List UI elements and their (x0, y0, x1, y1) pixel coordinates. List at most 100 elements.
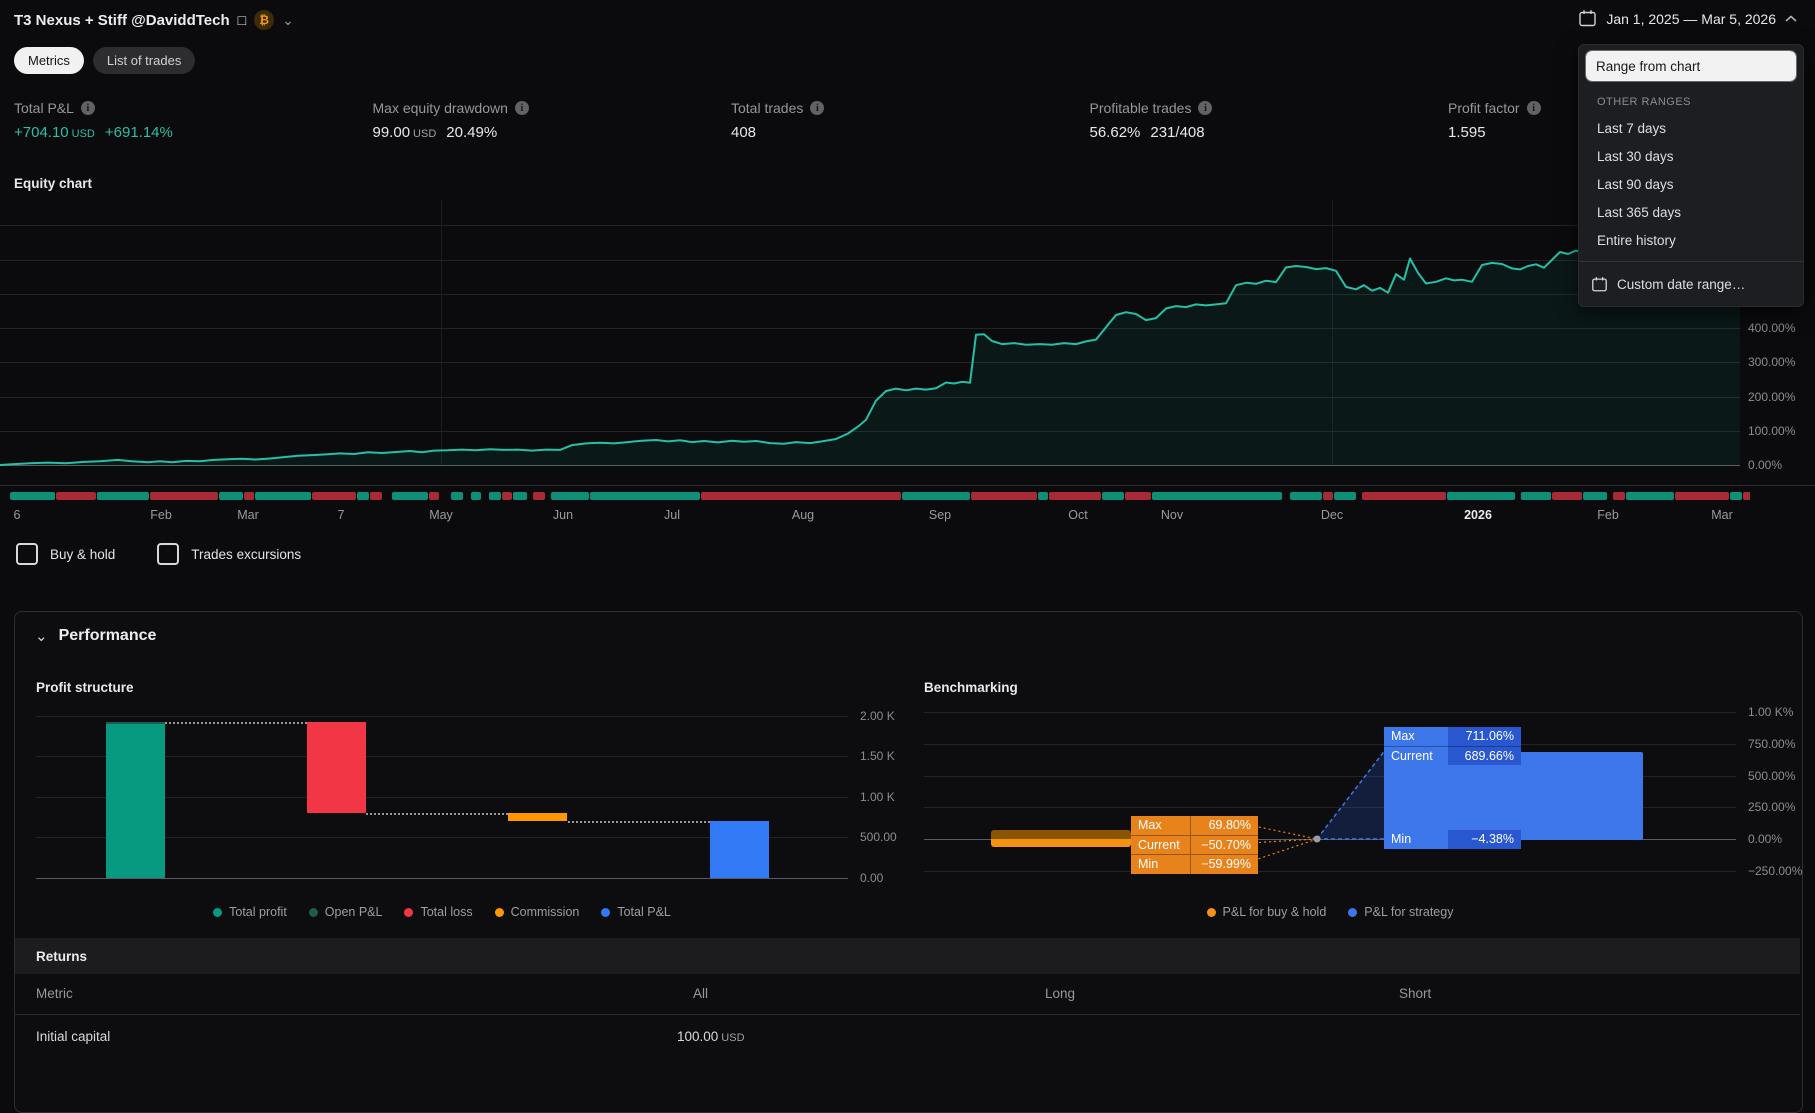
benchmarking-chart[interactable]: 1.00 K% 750.00% 500.00% 250.00% 0.00% −250.00… (924, 701, 1802, 893)
waterfall-bar-commission (508, 813, 567, 821)
metric-total-pnl: Total P&L i +704.10 USD +691.14% (14, 100, 373, 141)
menu-item-last-90-days[interactable]: Last 90 days (1597, 176, 1674, 192)
date-range-control[interactable]: Jan 1, 2025 — Mar 5, 2026 (1578, 9, 1797, 28)
legend-label: Commission (510, 905, 580, 919)
trades-excursions-checkbox[interactable]: Trades excursions (157, 543, 301, 565)
info-icon[interactable]: i (514, 101, 529, 115)
menu-item-last-7-days[interactable]: Last 7 days (1597, 120, 1667, 136)
date-range-menu: Range from chart OTHER RANGES Last 7 day… (1578, 44, 1804, 307)
buy-and-hold-checkbox[interactable]: Buy & hold (16, 543, 115, 565)
info-icon[interactable]: i (1198, 101, 1213, 115)
pnl-strip-segment (590, 492, 700, 500)
y-axis-label: 1.00 K (860, 789, 895, 804)
metric-label: Max equity drawdown (372, 100, 508, 116)
chart-divider (0, 485, 1815, 486)
tab-metrics[interactable]: Metrics (14, 47, 84, 74)
horizontal-gridline (36, 715, 848, 717)
pnl-strip-segment (219, 492, 243, 500)
legend-label: P&L for strategy (1364, 905, 1454, 919)
metric-max-drawdown: Max equity drawdown i 99.00 USD 20.49% (373, 100, 732, 141)
metric-value: 408 (731, 124, 757, 141)
menu-item-entire-history[interactable]: Entire history (1597, 232, 1676, 248)
pnl-strip-segment (1102, 492, 1124, 500)
time-axis[interactable]: 6 Feb Mar 7 May Jun Jul Aug Sep Oct Nov Dec 2026 Feb M… (0, 508, 1815, 526)
x-axis-label: May (429, 508, 453, 522)
pnl-strip-segment (502, 492, 512, 500)
pnl-strip-segment (546, 492, 550, 500)
equity-curve (0, 220, 1740, 466)
info-icon[interactable]: i (80, 101, 95, 115)
info-icon[interactable]: i (810, 101, 825, 115)
column-all: All (693, 986, 709, 1001)
info-icon[interactable]: i (1526, 101, 1541, 115)
menu-item-range-from-chart[interactable]: Range from chart (1585, 50, 1797, 82)
buy-hold-bar-positive (991, 830, 1131, 839)
metric-secondary-value: 231/408 (1150, 124, 1205, 141)
pnl-strip-segment (482, 492, 488, 500)
horizontal-gridline (0, 362, 1740, 364)
profit-structure-chart[interactable]: 0.00 500.00 1.00 K 1.50 K 2.00 K (36, 701, 936, 885)
chevron-down-icon[interactable]: ⌄ (282, 12, 294, 28)
stat-label: Max (1131, 816, 1190, 835)
legend-label: Open P&L (324, 905, 383, 919)
x-axis-label: Jun (552, 508, 574, 522)
y-axis-label: 500.00% (1748, 768, 1796, 783)
pnl-strip-segment (1608, 492, 1612, 500)
legend-dot (308, 907, 318, 917)
pnl-strip-segment (1290, 492, 1322, 500)
report-tabs: Metrics List of trades (14, 47, 196, 74)
strategy-bar (1384, 751, 1643, 840)
pnl-strip-segment (357, 492, 369, 500)
pnl-strip-segment (551, 492, 589, 500)
column-short: Short (1399, 986, 1432, 1001)
horizontal-gridline (0, 293, 1740, 295)
tab-list-of-trades[interactable]: List of trades (92, 47, 196, 74)
performance-header[interactable]: ⌄ Performance (35, 627, 156, 645)
pnl-strip-segment (1152, 492, 1282, 500)
pnl-strip-segment (392, 492, 428, 500)
legend-dot (404, 907, 414, 917)
pnl-period-strip[interactable] (10, 492, 1750, 500)
table-row-initial-capital[interactable]: Initial capital 100.00 USD (15, 1015, 1800, 1061)
horizontal-gridline (36, 878, 848, 879)
stat-row-current: Current −50.70% (1131, 834, 1258, 854)
stat-label: Min (1384, 830, 1448, 849)
strategy-stats-box: Max 711.06% Current 689.66% (1384, 727, 1521, 765)
horizontal-gridline (0, 225, 1740, 227)
strategy-min-box: Min −4.38% (1384, 830, 1521, 849)
menu-item-last-365-days[interactable]: Last 365 days (1597, 204, 1682, 220)
y-axis-label: 200.00% (1748, 389, 1796, 404)
stat-label: Current (1131, 834, 1190, 854)
stat-label: Max (1384, 727, 1448, 746)
equity-chart[interactable]: 0.00% 100.00% 200.00% 300.00% 400.00% (0, 200, 1815, 472)
benchmarking-title: Benchmarking (924, 680, 1018, 695)
y-axis-label: 400.00% (1748, 321, 1796, 335)
returns-table-header: Metric All Long Short (15, 974, 1800, 1015)
metric-value: 56.62% (1089, 124, 1141, 141)
x-axis-label: Mar (237, 508, 259, 522)
pnl-strip-segment (440, 492, 450, 500)
pnl-strip-segment (1521, 492, 1551, 500)
menu-item-last-30-days[interactable]: Last 30 days (1597, 148, 1674, 164)
stat-value: −59.99% (1190, 854, 1258, 874)
pnl-strip-segment (1743, 492, 1750, 500)
pnl-strip-segment (1583, 492, 1607, 500)
x-axis-label: Jul (664, 508, 680, 522)
menu-item-custom-date-range[interactable]: Custom date range… (1579, 268, 1803, 300)
pnl-strip-segment (255, 492, 311, 500)
y-axis-label: 0.00 (860, 871, 884, 885)
pnl-strip-segment (1323, 492, 1333, 500)
x-axis-label: Feb (150, 508, 172, 522)
pnl-strip-segment (489, 492, 501, 500)
x-axis-label: 2026 (1464, 508, 1492, 522)
returns-section-header[interactable]: Returns (15, 938, 1800, 974)
y-axis-label: 750.00% (1748, 736, 1796, 751)
horizontal-gridline (36, 796, 848, 798)
y-axis-label: 250.00% (1748, 800, 1796, 815)
legend-label: Total P&L (617, 905, 671, 919)
legend-dot (1206, 907, 1216, 917)
row-metric-label: Initial capital (36, 1029, 111, 1044)
stat-value: −50.70% (1190, 834, 1258, 854)
metric-label: Profit factor (1448, 100, 1520, 116)
waterfall-bar-open-p-l (106, 721, 165, 725)
